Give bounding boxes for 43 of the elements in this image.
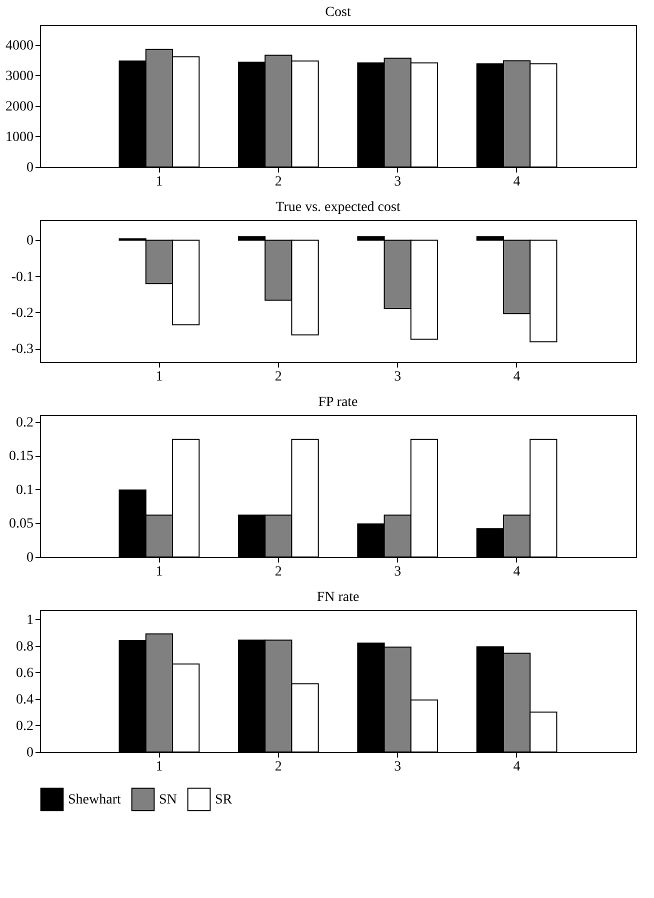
x-tick-label: 1 <box>156 370 163 384</box>
chart-title: Cost <box>325 5 351 20</box>
y-tick-label: 0 <box>26 234 34 249</box>
x-tick-label: 3 <box>394 564 402 580</box>
x-tick-label: 4 <box>513 760 520 774</box>
x-tick-label: 4 <box>513 370 520 384</box>
y-tick-label: 0.05 <box>9 516 34 532</box>
x-tick-label: 1 <box>156 564 163 580</box>
x-tick-label: 3 <box>394 760 402 774</box>
y-tick-label: 0.15 <box>9 449 34 464</box>
y-tick-label: -0.1 <box>11 270 34 285</box>
y-tick-label: 4000 <box>6 38 34 54</box>
y-tick-label: -0.3 <box>11 342 34 358</box>
y-tick-label: 0.2 <box>16 415 34 430</box>
y-tick-label: 3000 <box>6 68 34 84</box>
y-tick-label: 0.2 <box>16 718 34 734</box>
x-tick-label: 1 <box>156 174 163 190</box>
x-tick-label: 3 <box>394 174 402 190</box>
y-tick-label: 0.1 <box>16 482 34 498</box>
x-tick-label: 4 <box>513 174 520 190</box>
x-tick-label: 2 <box>274 174 282 190</box>
chart-title: FN rate <box>316 590 360 605</box>
y-tick-label: 0.6 <box>16 666 34 681</box>
y-tick-label: 0 <box>26 746 34 760</box>
x-tick-label: 1 <box>156 760 163 774</box>
y-tick-label: 2000 <box>6 99 34 114</box>
legend-label: SR <box>215 792 233 808</box>
chart-title: True vs. expected cost <box>276 200 400 215</box>
y-tick-label: 0.8 <box>16 639 34 654</box>
chart-title: FP rate <box>318 394 358 410</box>
x-tick-label: 4 <box>513 564 520 580</box>
legend-label: Shewhart <box>68 792 121 808</box>
y-tick-label: 1 <box>26 612 34 628</box>
x-tick-label: 2 <box>274 370 282 384</box>
x-tick-label: 2 <box>274 564 282 580</box>
y-tick-label: 1000 <box>6 130 34 145</box>
x-tick-label: 2 <box>274 760 282 774</box>
y-tick-label: -0.2 <box>11 306 34 321</box>
y-tick-label: 0 <box>26 550 34 566</box>
legend-label: SN <box>159 792 177 808</box>
x-tick-label: 3 <box>394 370 402 384</box>
y-tick-label: 0.4 <box>16 692 34 708</box>
y-tick-label: 0 <box>26 160 34 176</box>
